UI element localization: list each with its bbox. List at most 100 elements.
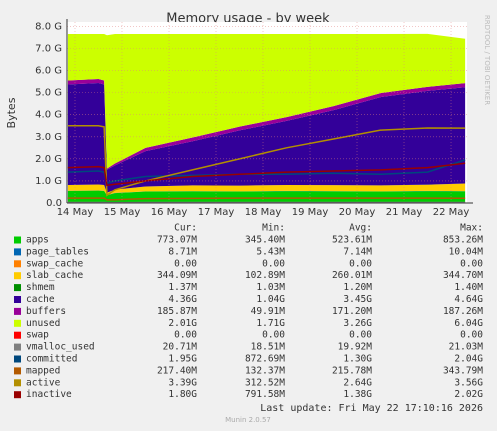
legend-label: unused [26,318,60,329]
legend-header: Avg: [349,223,372,234]
legend-stat: 2.64G [343,377,372,388]
legend-stat: 3.26G [343,318,372,329]
legend-stat: 19.92M [338,342,373,353]
y-tick-label: 5.0 G [35,88,62,99]
legend-stat: 0.00 [174,330,197,341]
legend-label: swap_cache [26,258,83,269]
x-tick-label: 16 May [151,207,188,218]
area-series [67,33,466,169]
legend-swatch [14,272,21,280]
legend-swatch [14,284,21,292]
legend-stat: 872.69M [245,354,285,365]
legend-stat: 0.00 [460,330,483,341]
area-series [67,82,466,193]
legend-stat: 10.04M [449,246,484,257]
legend-swatch [14,391,21,399]
legend-label: active [26,377,61,388]
legend-stat: 260.01M [332,270,372,281]
x-tick-label: 21 May [386,207,423,218]
legend-label: apps [26,235,49,246]
footer: Munin 2.0.57 [225,416,271,424]
line-series [67,124,466,197]
legend-stat: 791.58M [245,389,285,400]
legend-stat: 1.30G [343,354,372,365]
legend-stat: 8.71M [168,246,197,257]
legend-stat: 1.71G [256,318,285,329]
legend-stat: 2.04G [454,354,483,365]
legend-label: cache [26,294,55,305]
legend-stat: 132.37M [245,365,285,376]
legend-stat: 3.56G [454,377,483,388]
x-tick-label: 14 May [57,207,94,218]
legend-swatch [14,379,21,387]
legend-swatch [14,367,21,375]
area-series [67,78,466,170]
legend-label: page_tables [26,246,89,257]
legend-stat: 1.38G [343,389,372,400]
y-tick-label: 1.0 G [35,176,62,187]
legend-stat: 344.09M [157,270,197,281]
legend-stat: 20.71M [163,342,198,353]
area-series [67,183,466,196]
legend-stat: 3.45G [343,294,372,305]
legend-header: Max: [460,223,483,234]
y-tick-label: 4.0 G [35,110,62,121]
legend-stat: 185.87M [157,306,197,317]
legend-swatch [14,355,21,363]
plot: 0.0 1.0 G 2.0 G 3.0 G 4.0 G 5.0 G 6.0 G 7.0 G 8.… [35,19,473,218]
x-tick-label: 18 May [245,207,282,218]
legend-stat: 1.03M [256,282,285,293]
y-axis-label: Bytes [5,97,18,128]
legend-stat: 523.61M [332,235,372,246]
x-tick-label: 19 May [292,207,329,218]
legend-stat: 0.00 [349,258,372,269]
last-update: Last update: Fri May 22 17:10:16 2026 [260,403,483,414]
legend-stat: 4.36G [168,294,197,305]
legend-stat: 2.02G [454,389,483,400]
side-label: RRDTOOL / TOBI OETIKER [483,15,491,105]
x-tick-label: 20 May [339,207,376,218]
y-tick-label: 6.0 G [35,66,62,77]
legend-stat: 215.78M [332,365,372,376]
legend-stat: 853.26M [443,235,483,246]
legend-stat: 1.20M [343,282,372,293]
legend-stat: 102.89M [245,270,285,281]
legend-stat: 0.00 [174,258,197,269]
legend-label: shmem [26,282,55,293]
x-tick-label: 17 May [198,207,235,218]
legend-stat: 187.26M [443,306,483,317]
legend-stat: 2.01G [168,318,197,329]
legend-stat: 0.00 [262,258,285,269]
y-tick-label: 7.0 G [35,43,62,54]
legend-label: buffers [26,306,66,317]
legend-swatch [14,319,21,327]
legend-stat: 345.40M [245,235,285,246]
legend-label: committed [26,354,77,365]
y-tick-label: 8.0 G [35,21,62,32]
legend-stat: 312.52M [245,377,285,388]
area-series [67,190,466,203]
legend-label: swap [26,330,49,341]
legend-stat: 18.51M [251,342,286,353]
legend-header: Min: [262,223,285,234]
legend-swatch [14,343,21,351]
legend: Cur: Min: Avg: Max: apps 773.07M 345.40M 523.61… [14,223,484,400]
legend-label: mapped [26,365,60,376]
legend-stat: 3.39G [168,377,197,388]
legend-stat: 0.00 [262,330,285,341]
area-series [67,190,466,196]
legend-stat: 4.64G [454,294,483,305]
legend-stat: 49.91M [251,306,286,317]
legend-stat: 1.37M [168,282,197,293]
legend-label: inactive [26,389,72,400]
y-tick-label: 2.0 G [35,154,62,165]
legend-stat: 344.70M [443,270,483,281]
legend-stat: 0.00 [460,258,483,269]
legend-swatch [14,260,21,268]
legend-stat: 7.14M [343,246,372,257]
legend-swatch [14,236,21,244]
x-tick-label: 22 May [433,207,470,218]
legend-stat: 1.40M [454,282,483,293]
legend-stat: 6.04G [454,318,483,329]
legend-stat: 773.07M [157,235,197,246]
